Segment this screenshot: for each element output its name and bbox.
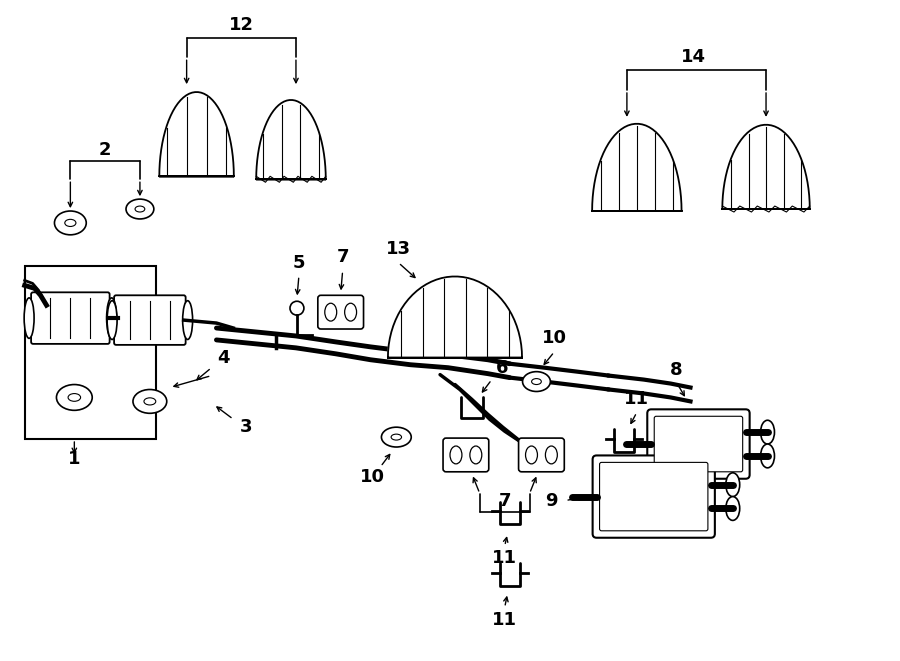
Polygon shape <box>388 276 522 358</box>
Ellipse shape <box>725 473 740 496</box>
FancyBboxPatch shape <box>443 438 489 472</box>
Ellipse shape <box>57 385 92 410</box>
FancyBboxPatch shape <box>518 438 564 472</box>
Text: 4: 4 <box>217 349 230 367</box>
Ellipse shape <box>106 298 117 338</box>
Ellipse shape <box>126 199 154 219</box>
Ellipse shape <box>382 427 411 447</box>
Ellipse shape <box>290 301 304 315</box>
Ellipse shape <box>523 371 551 391</box>
Ellipse shape <box>760 420 775 444</box>
FancyBboxPatch shape <box>654 416 742 472</box>
Text: 2: 2 <box>99 141 112 159</box>
Ellipse shape <box>760 444 775 468</box>
Text: 5: 5 <box>292 254 305 272</box>
Ellipse shape <box>68 393 81 401</box>
FancyBboxPatch shape <box>318 295 364 329</box>
Ellipse shape <box>135 206 145 212</box>
Ellipse shape <box>450 446 462 464</box>
Text: 10: 10 <box>360 468 385 486</box>
Polygon shape <box>592 124 681 211</box>
Text: 1: 1 <box>68 450 81 468</box>
Ellipse shape <box>545 446 557 464</box>
Ellipse shape <box>55 211 86 235</box>
Text: 14: 14 <box>681 48 706 66</box>
Bar <box>24 266 156 439</box>
Text: 10: 10 <box>542 329 567 347</box>
Ellipse shape <box>470 446 482 464</box>
Text: 11: 11 <box>492 549 517 567</box>
Polygon shape <box>159 92 234 176</box>
Ellipse shape <box>392 434 401 440</box>
Ellipse shape <box>24 298 34 338</box>
FancyBboxPatch shape <box>599 463 708 531</box>
Text: 8: 8 <box>670 361 683 379</box>
Ellipse shape <box>532 379 541 385</box>
FancyBboxPatch shape <box>114 295 185 345</box>
Text: 13: 13 <box>386 240 410 258</box>
Text: 9: 9 <box>545 492 558 510</box>
Text: 7: 7 <box>337 248 349 266</box>
Ellipse shape <box>144 398 156 405</box>
Ellipse shape <box>183 301 193 340</box>
Text: 7: 7 <box>499 492 511 510</box>
Text: 6: 6 <box>495 359 508 377</box>
Ellipse shape <box>133 389 166 413</box>
Ellipse shape <box>107 301 117 340</box>
Ellipse shape <box>65 219 76 227</box>
Text: 11: 11 <box>625 391 649 408</box>
Ellipse shape <box>526 446 537 464</box>
Ellipse shape <box>345 303 356 321</box>
Polygon shape <box>256 100 326 179</box>
Polygon shape <box>723 125 810 209</box>
Text: 3: 3 <box>240 418 253 436</box>
FancyBboxPatch shape <box>592 455 715 538</box>
Text: 12: 12 <box>229 16 254 34</box>
Ellipse shape <box>325 303 337 321</box>
Text: 11: 11 <box>492 611 517 629</box>
FancyBboxPatch shape <box>647 409 750 479</box>
FancyBboxPatch shape <box>32 292 110 344</box>
Ellipse shape <box>725 496 740 520</box>
